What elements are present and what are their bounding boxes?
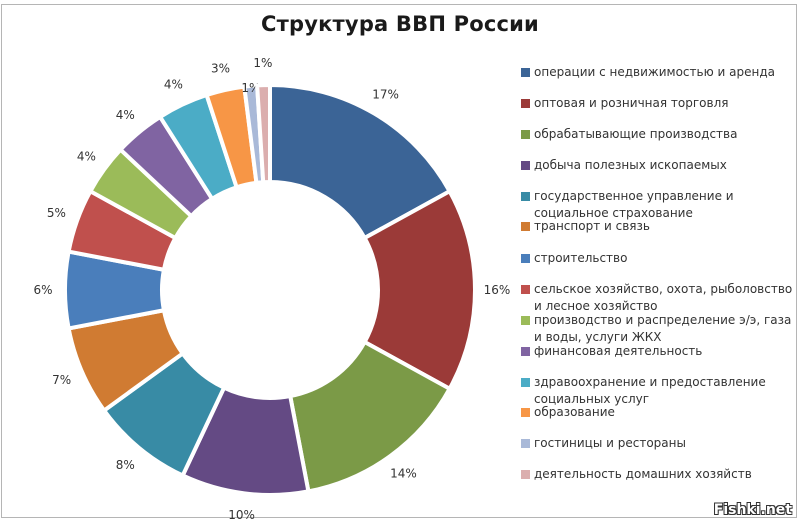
legend-swatch-icon: [521, 222, 530, 231]
legend-item: гостиницы и рестораны: [521, 435, 796, 452]
legend-item: финансовая деятельность: [521, 343, 796, 360]
legend-swatch-icon: [521, 316, 530, 325]
legend-label: строительство: [534, 251, 628, 265]
data-label: 4%: [164, 78, 183, 92]
legend-swatch-icon: [521, 254, 530, 263]
legend-swatch-icon: [521, 68, 530, 77]
data-label: 14%: [390, 467, 417, 481]
legend-item: деятельность домашних хозяйств: [521, 466, 796, 483]
legend-swatch-icon: [521, 378, 530, 387]
data-label: 4%: [116, 108, 135, 122]
legend-swatch-icon: [521, 347, 530, 356]
legend-label: операции с недвижимостью и аренда: [534, 65, 775, 79]
legend-swatch-icon: [521, 439, 530, 448]
data-label: 1%: [253, 56, 272, 70]
legend-label: добыча полезных ископаемых: [534, 158, 727, 172]
legend-label: обрабатывающие производства: [534, 127, 738, 141]
donut-segment: [255, 82, 272, 185]
legend-label: гостиницы и рестораны: [534, 436, 686, 450]
legend-item: транспорт и связь: [521, 218, 796, 235]
legend-swatch-icon: [521, 99, 530, 108]
data-label: 8%: [116, 458, 135, 472]
data-label: 5%: [47, 206, 66, 220]
data-label: 4%: [77, 150, 96, 164]
legend-item: обрабатывающие производства: [521, 126, 796, 143]
legend-label: производство и распределение э/э, газа и…: [534, 313, 792, 344]
chart-title: Структура ВВП России: [261, 12, 539, 36]
legend-label: деятельность домашних хозяйств: [534, 467, 752, 481]
legend-label: здравоохранение и предоставление социаль…: [534, 375, 766, 406]
data-label: 7%: [52, 373, 71, 387]
legend-item: сельское хозяйство, охота, рыболовство и…: [521, 281, 796, 315]
legend-label: финансовая деятельность: [534, 344, 703, 358]
watermark: Fishki.net: [713, 502, 792, 518]
data-label: 16%: [484, 283, 511, 297]
data-label: 6%: [33, 283, 52, 297]
legend-label: оптовая и розничная торговля: [534, 96, 729, 110]
legend-item: производство и распределение э/э, газа и…: [521, 312, 796, 346]
legend-item: оптовая и розничная торговля: [521, 95, 796, 112]
data-label: 17%: [372, 88, 399, 102]
legend-item: операции с недвижимостью и аренда: [521, 64, 796, 81]
donut-segment: [268, 82, 453, 241]
legend-item: добыча полезных ископаемых: [521, 157, 796, 174]
donut-chart: 17%16%14%10%8%7%6%5%4%4%4%3%1%1%: [33, 56, 511, 522]
legend-item: здравоохранение и предоставление социаль…: [521, 374, 796, 408]
legend-swatch-icon: [521, 192, 530, 201]
legend-swatch-icon: [521, 408, 530, 417]
legend-item: строительство: [521, 250, 796, 267]
donut-segment: [287, 339, 453, 494]
donut-segment: [361, 188, 477, 392]
legend-label: транспорт и связь: [534, 219, 650, 233]
data-label: 10%: [228, 508, 255, 522]
legend-swatch-icon: [521, 161, 530, 170]
data-label: 3%: [211, 61, 230, 75]
legend-label: государственное управление и социальное …: [534, 189, 734, 220]
legend-item: государственное управление и социальное …: [521, 188, 796, 222]
legend-label: образование: [534, 405, 615, 419]
legend-swatch-icon: [521, 130, 530, 139]
legend-label: сельское хозяйство, охота, рыболовство и…: [534, 282, 793, 313]
legend-item: образование: [521, 404, 796, 421]
legend-swatch-icon: [521, 285, 530, 294]
legend-swatch-icon: [521, 470, 530, 479]
